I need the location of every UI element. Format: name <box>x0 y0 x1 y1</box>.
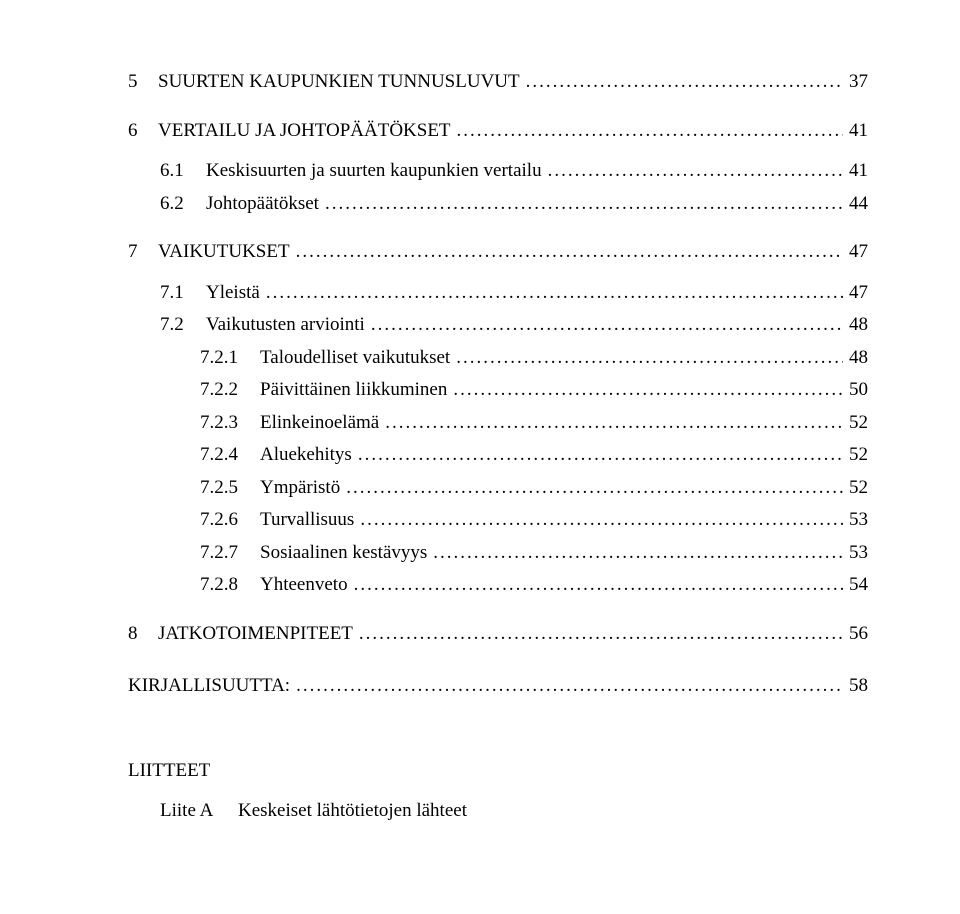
toc-leader <box>433 539 843 568</box>
toc-label: VAIKUTUKSET <box>158 238 290 267</box>
toc-leader <box>354 571 843 600</box>
toc-label: Taloudelliset vaikutukset <box>260 344 450 373</box>
toc-num: 6.2 <box>160 190 196 219</box>
toc-num: 7.2.4 <box>200 441 250 470</box>
toc-num: 7.2.2 <box>200 376 250 405</box>
toc-page: 50 <box>849 376 868 405</box>
toc-leader <box>358 441 843 470</box>
toc-num: 7.2 <box>160 311 196 340</box>
toc-leader <box>359 620 843 649</box>
toc-leader <box>325 190 843 219</box>
toc-page: 37 <box>849 68 868 97</box>
toc-label: Keskisuurten ja suurten kaupunkien verta… <box>206 157 542 186</box>
toc-entry-8: 8 JATKOTOIMENPITEET 56 <box>128 620 868 649</box>
toc-page: 52 <box>849 474 868 503</box>
toc-num: 5 <box>128 68 148 97</box>
toc-entry-7-2-7: 7.2.7 Sosiaalinen kestävyys 53 <box>128 539 868 568</box>
toc-entry-7-2-2: 7.2.2 Päivittäinen liikkuminen 50 <box>128 376 868 405</box>
toc-label: Yhteenveto <box>260 571 348 600</box>
toc-leader <box>360 506 843 535</box>
toc-page: 48 <box>849 344 868 373</box>
toc-num: 7.2.7 <box>200 539 250 568</box>
toc-leader <box>548 157 843 186</box>
toc-leader <box>346 474 843 503</box>
toc-label: Johtopäätökset <box>206 190 319 219</box>
toc-entry-7-2-1: 7.2.1 Taloudelliset vaikutukset 48 <box>128 344 868 373</box>
toc-leader <box>456 344 843 373</box>
toc-num: 6.1 <box>160 157 196 186</box>
toc-leader <box>266 279 843 308</box>
toc-num: 7.1 <box>160 279 196 308</box>
toc-label: Yleistä <box>206 279 260 308</box>
toc-entry-7-1: 7.1 Yleistä 47 <box>128 279 868 308</box>
toc-leader <box>385 409 843 438</box>
appendix-section: LIITTEET Liite A Keskeiset lähtötietojen… <box>128 757 868 826</box>
toc-entry-6-1: 6.1 Keskisuurten ja suurten kaupunkien v… <box>128 157 868 186</box>
toc-page: 53 <box>849 506 868 535</box>
appendix-entry-a: Liite A Keskeiset lähtötietojen lähteet <box>128 797 868 826</box>
appendix-num: Liite A <box>160 797 228 826</box>
toc-entry-7-2-3: 7.2.3 Elinkeinoelämä 52 <box>128 409 868 438</box>
toc-entry-7-2-4: 7.2.4 Aluekehitys 52 <box>128 441 868 470</box>
toc-entry-7-2-8: 7.2.8 Yhteenveto 54 <box>128 571 868 600</box>
toc-num: 7.2.1 <box>200 344 250 373</box>
toc-num: 7.2.5 <box>200 474 250 503</box>
toc-page: 47 <box>849 238 868 267</box>
toc-page: 48 <box>849 311 868 340</box>
toc-entry-7-2-5: 7.2.5 Ympäristö 52 <box>128 474 868 503</box>
toc-entry-5: 5 SUURTEN KAUPUNKIEN TUNNUSLUVUT 37 <box>128 68 868 97</box>
toc-entry-7: 7 VAIKUTUKSET 47 <box>128 238 868 267</box>
toc-entry-7-2: 7.2 Vaikutusten arviointi 48 <box>128 311 868 340</box>
toc-entry-literature: KIRJALLISUUTTA: 58 <box>128 672 868 701</box>
toc-num: 7.2.8 <box>200 571 250 600</box>
appendix-label: Keskeiset lähtötietojen lähteet <box>238 797 467 826</box>
toc-page: 58 <box>849 672 868 701</box>
toc-label: VERTAILU JA JOHTOPÄÄTÖKSET <box>158 117 451 146</box>
toc-num: 6 <box>128 117 148 146</box>
toc-num: 7 <box>128 238 148 267</box>
toc-entry-6-2: 6.2 Johtopäätökset 44 <box>128 190 868 219</box>
toc-leader <box>526 68 843 97</box>
toc-label: Sosiaalinen kestävyys <box>260 539 427 568</box>
toc-page: 53 <box>849 539 868 568</box>
toc-label: Ympäristö <box>260 474 340 503</box>
toc-label: JATKOTOIMENPITEET <box>158 620 353 649</box>
toc-entry-6: 6 VERTAILU JA JOHTOPÄÄTÖKSET 41 <box>128 117 868 146</box>
toc-label: Elinkeinoelämä <box>260 409 379 438</box>
appendix-heading: LIITTEET <box>128 757 868 786</box>
toc-page: 44 <box>849 190 868 219</box>
toc-label: Päivittäinen liikkuminen <box>260 376 447 405</box>
toc-leader <box>296 238 843 267</box>
toc-label: Vaikutusten arviointi <box>206 311 365 340</box>
toc-page: 47 <box>849 279 868 308</box>
toc-num: 7.2.3 <box>200 409 250 438</box>
toc-entry-7-2-6: 7.2.6 Turvallisuus 53 <box>128 506 868 535</box>
toc-page: 56 <box>849 620 868 649</box>
toc-leader <box>453 376 843 405</box>
toc-leader <box>457 117 843 146</box>
toc-page: 52 <box>849 441 868 470</box>
toc-page: 41 <box>849 117 868 146</box>
toc-leader <box>296 672 843 701</box>
toc-label: SUURTEN KAUPUNKIEN TUNNUSLUVUT <box>158 68 520 97</box>
toc-label: KIRJALLISUUTTA: <box>128 672 290 701</box>
toc-label: Turvallisuus <box>260 506 354 535</box>
toc-num: 8 <box>128 620 148 649</box>
toc-num: 7.2.6 <box>200 506 250 535</box>
toc-page: 52 <box>849 409 868 438</box>
toc-page: 41 <box>849 157 868 186</box>
toc-leader <box>371 311 843 340</box>
toc-page: 54 <box>849 571 868 600</box>
toc-label: Aluekehitys <box>260 441 352 470</box>
